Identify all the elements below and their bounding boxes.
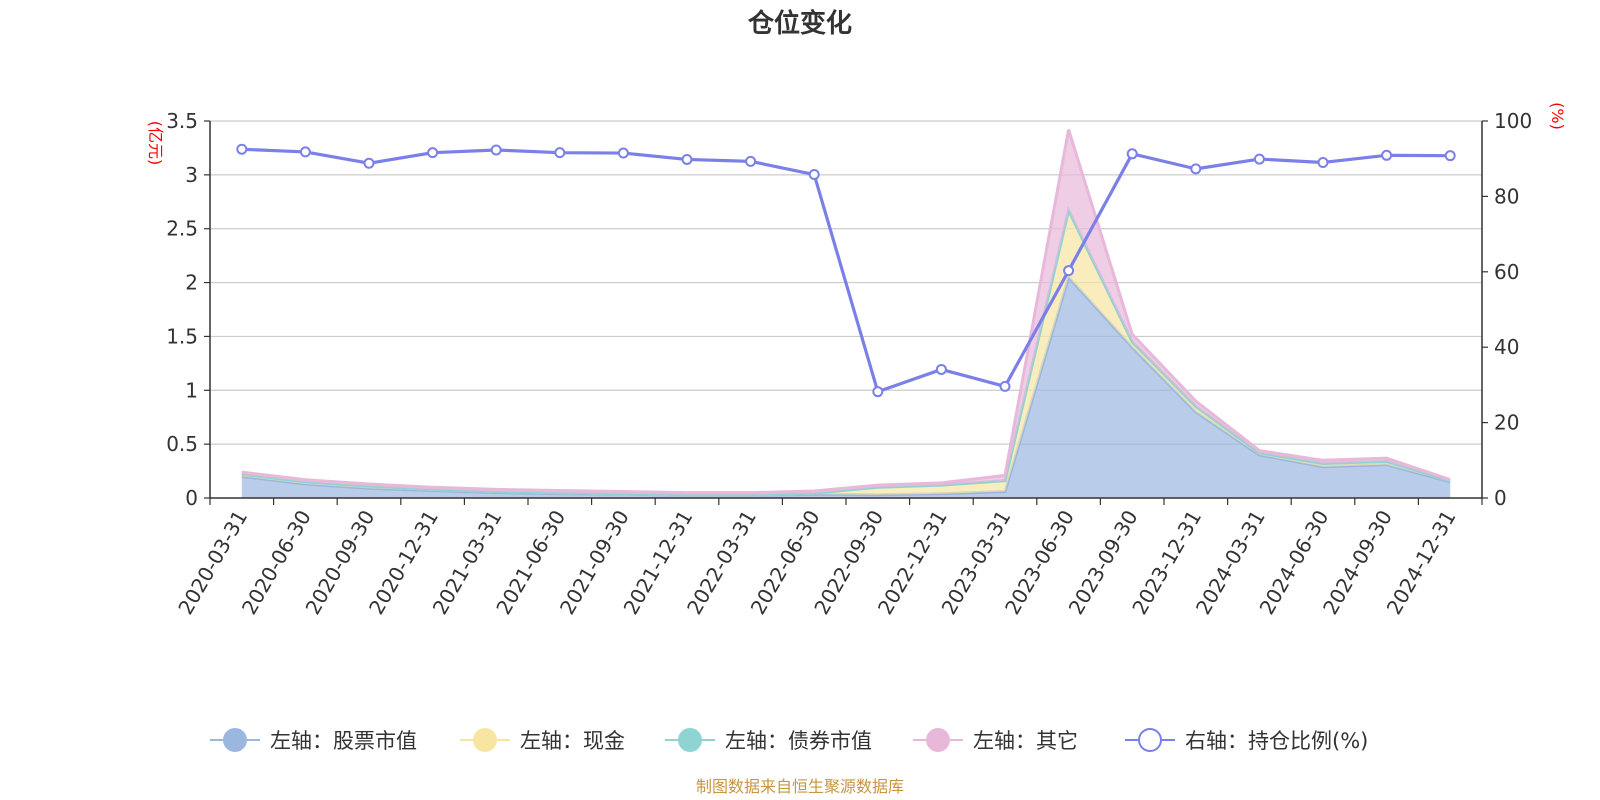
legend-circle-swatch — [473, 728, 497, 752]
position-ratio-point — [935, 363, 947, 375]
right-tick-label: 80 — [1494, 184, 1519, 208]
left-tick-label: 1 — [185, 378, 198, 402]
grid-lines — [210, 120, 1482, 445]
area-series-0 — [241, 277, 1451, 498]
legend-label: 左轴：现金 — [520, 729, 625, 753]
legend-label: 左轴：债券市值 — [725, 729, 872, 753]
position-ratio-point — [617, 147, 629, 159]
right-tick-label: 60 — [1494, 260, 1519, 284]
position-ratio-point — [1381, 149, 1393, 161]
position-ratio-point — [1317, 156, 1329, 168]
position-ratio-point — [490, 144, 502, 156]
legend-label: 左轴：股票市值 — [270, 729, 417, 753]
position-ratio-point — [681, 153, 693, 165]
legend: 左轴：股票市值 左轴：现金 左轴：债券市值 左轴：其它 右轴：持仓比例(%) — [210, 728, 1368, 753]
left-tick-label: 2 — [185, 271, 198, 295]
right-axis-unit: (%) — [1548, 102, 1567, 130]
right-tick-label: 20 — [1494, 411, 1519, 435]
position-ratio-point — [363, 157, 375, 169]
position-ratio-point — [1063, 265, 1075, 277]
position-ratio-point — [236, 143, 248, 155]
area-series-3 — [241, 129, 1451, 495]
left-tick-label: 1.5 — [166, 324, 198, 348]
position-ratio-point — [1253, 153, 1265, 165]
position-ratio-point — [299, 146, 311, 158]
position-ratio-point — [808, 169, 820, 181]
legend-circle-swatch — [926, 728, 950, 752]
position-ratio-line-group — [236, 143, 1456, 398]
position-ratio-point — [745, 155, 757, 167]
position-ratio-point — [1444, 150, 1456, 162]
left-axis-unit: (亿元) — [146, 121, 165, 166]
axes: 00.511.522.533.50204060801002020-03-3120… — [166, 109, 1532, 619]
legend-circle-swatch — [1138, 728, 1162, 752]
stacked-areas — [241, 129, 1451, 498]
position-ratio-point — [1190, 163, 1202, 175]
position-ratio-line — [241, 147, 1451, 394]
position-ratio-point — [872, 386, 884, 398]
legend-label: 右轴：持仓比例(%) — [1185, 729, 1368, 753]
left-tick-label: 0 — [185, 486, 198, 510]
legend-circle-swatch — [223, 728, 247, 752]
position-ratio-point — [427, 147, 439, 159]
legend-circle-swatch — [678, 728, 702, 752]
left-tick-label: 2.5 — [166, 217, 198, 241]
right-tick-label: 100 — [1494, 109, 1532, 133]
position-ratio-point — [999, 380, 1011, 392]
left-tick-label: 3.5 — [166, 109, 198, 133]
left-tick-label: 0.5 — [166, 432, 198, 456]
area-series-edge-3 — [241, 129, 1451, 495]
legend-label: 左轴：其它 — [973, 729, 1078, 753]
position-ratio-point — [1126, 148, 1138, 160]
left-tick-label: 3 — [185, 163, 198, 187]
right-tick-label: 0 — [1494, 486, 1507, 510]
data-source-note: 制图数据来自恒生聚源数据库 — [696, 777, 904, 796]
position-ratio-point — [554, 147, 566, 159]
right-tick-label: 40 — [1494, 335, 1519, 359]
chart-title: 仓位变化 — [747, 8, 852, 39]
